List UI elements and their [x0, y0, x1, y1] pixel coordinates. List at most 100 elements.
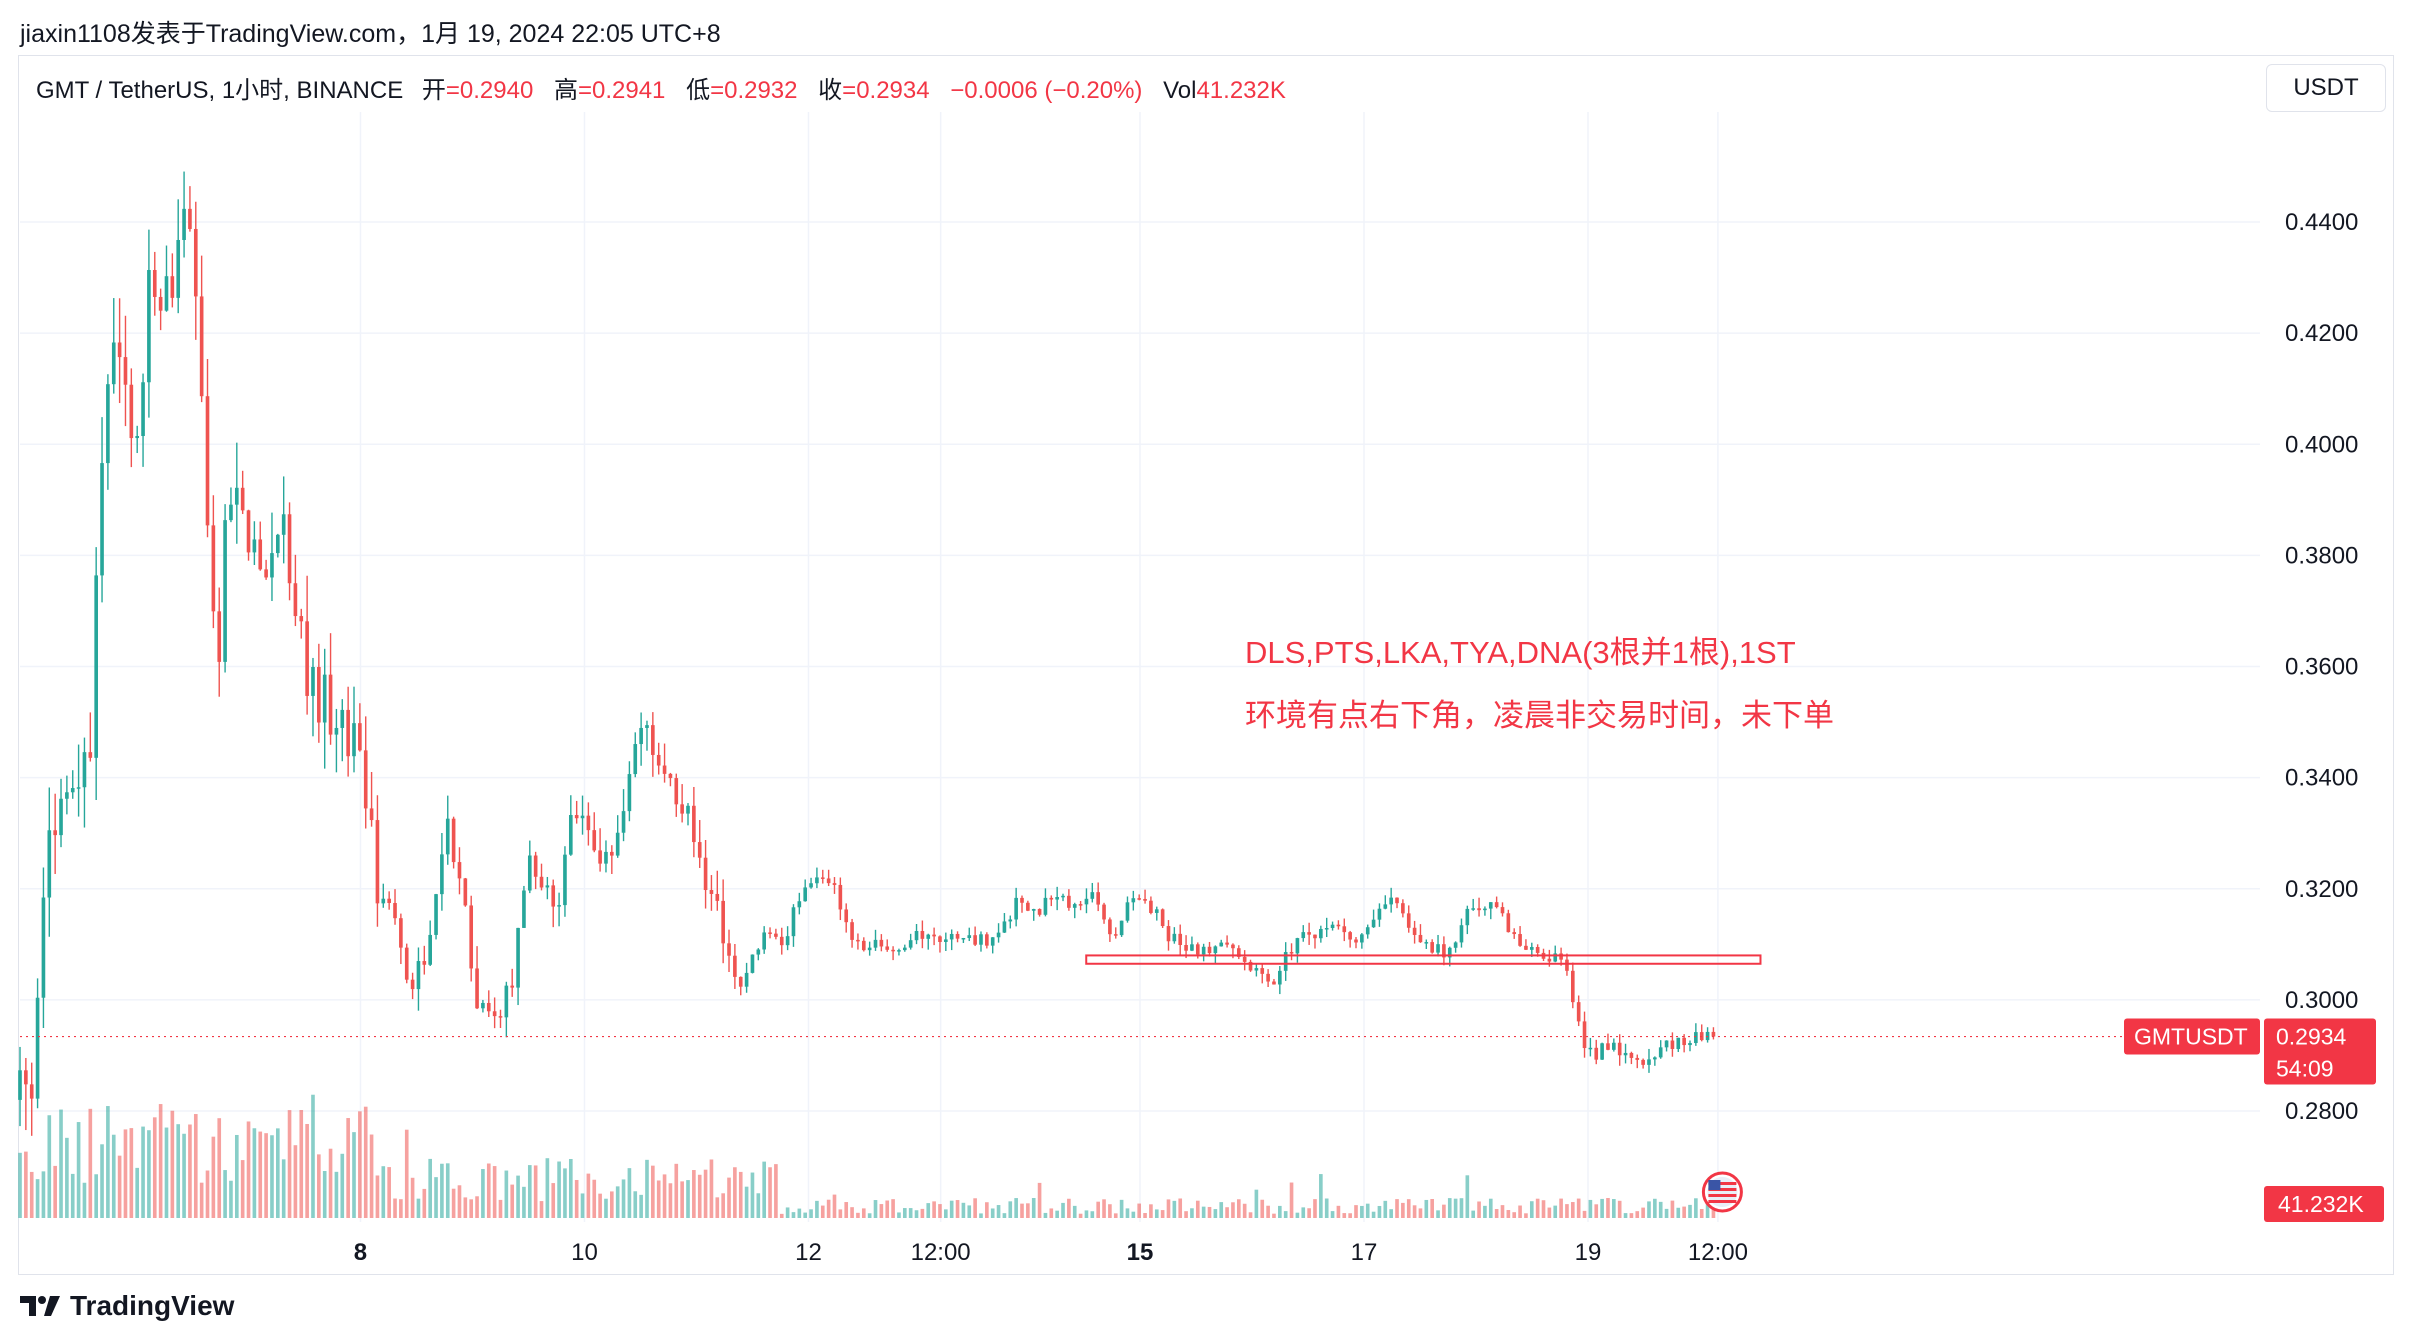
- volume-bar: [1149, 1204, 1153, 1218]
- volume-bar: [287, 1110, 292, 1218]
- candle-body: [803, 887, 808, 902]
- volume-bar: [715, 1197, 720, 1218]
- volume-bar: [170, 1110, 175, 1218]
- candle-body: [1031, 909, 1036, 911]
- candle-body: [457, 862, 462, 879]
- candle-body: [358, 723, 362, 751]
- candle-body: [791, 907, 796, 937]
- volume-bar: [451, 1188, 456, 1218]
- volume-bar: [891, 1199, 895, 1218]
- volume-bar: [856, 1212, 860, 1218]
- volume-bar: [791, 1212, 796, 1218]
- y-tick-label: 0.4000: [2285, 431, 2358, 458]
- volume-bar: [568, 1158, 573, 1218]
- volume-bar: [879, 1204, 884, 1218]
- symbol-badge: [2124, 1018, 2260, 1055]
- candle-body: [100, 463, 104, 576]
- volume-bar: [1272, 1213, 1276, 1218]
- change-value: −0.0006 (−0.20%): [950, 77, 1143, 104]
- volume-bar: [340, 1153, 345, 1218]
- volume-bar: [844, 1202, 849, 1218]
- candle-body: [1020, 897, 1024, 903]
- candle-body: [563, 854, 567, 906]
- candle-body: [668, 773, 673, 779]
- candle-body: [580, 815, 585, 819]
- candle-body: [317, 667, 321, 723]
- candle-body: [1324, 928, 1329, 930]
- volume-bar: [604, 1198, 608, 1218]
- volume-bar: [1658, 1201, 1663, 1218]
- candlesticks: [18, 171, 1716, 1136]
- volume-bar: [1582, 1210, 1587, 1218]
- symbol-label[interactable]: GMT / TetherUS, 1小时, BINANCE: [36, 77, 404, 104]
- candle-body: [1606, 1043, 1610, 1050]
- candle-body: [188, 208, 192, 229]
- volume-bar: [381, 1166, 386, 1218]
- volume-bar: [1547, 1207, 1552, 1218]
- candle-body: [117, 342, 122, 358]
- candle-body: [656, 754, 661, 766]
- candle-body: [1506, 913, 1511, 933]
- candle-body: [826, 878, 831, 884]
- candle-body: [680, 804, 684, 814]
- tradingview-brand[interactable]: TradingView: [20, 1290, 234, 1322]
- candle-body: [293, 583, 298, 617]
- candle-body: [1412, 927, 1417, 935]
- volume-bar: [1430, 1198, 1434, 1218]
- volume-bar: [70, 1173, 75, 1218]
- candle-body: [1594, 1047, 1599, 1060]
- volume-bar: [1477, 1201, 1481, 1218]
- candle-body: [129, 384, 134, 439]
- candle-body: [1313, 934, 1317, 939]
- volume-bar: [1207, 1206, 1212, 1218]
- volume-bar: [1418, 1208, 1423, 1218]
- volume-bar: [809, 1209, 813, 1218]
- volume-bar: [944, 1209, 948, 1218]
- candle-body: [1102, 904, 1106, 920]
- volume-bar: [580, 1193, 585, 1218]
- candle-body: [1084, 898, 1089, 905]
- candle-body: [1301, 932, 1306, 939]
- candle-body: [539, 876, 544, 888]
- volume-bar: [1494, 1209, 1499, 1218]
- candle-body: [35, 997, 40, 1099]
- volume-bar: [1254, 1189, 1259, 1218]
- volume-bar: [1688, 1204, 1692, 1218]
- candle-body: [1026, 902, 1030, 911]
- candle-body: [41, 897, 46, 998]
- volume-bar: [932, 1201, 936, 1218]
- volume-bar: [574, 1179, 579, 1218]
- y-tick-label: 0.3200: [2285, 876, 2358, 903]
- candle-body: [645, 725, 649, 728]
- candle-body: [1653, 1057, 1657, 1060]
- candle-body: [627, 774, 632, 812]
- candle-body: [885, 946, 890, 950]
- candle-body: [1694, 1032, 1698, 1044]
- candle-body: [1207, 946, 1212, 954]
- volume-bar: [1002, 1213, 1007, 1218]
- volume-bar: [229, 1180, 233, 1218]
- volume-bar: [1166, 1199, 1171, 1218]
- candle-body: [1471, 908, 1476, 910]
- currency-button[interactable]: USDT: [2266, 64, 2386, 112]
- volume-bar: [961, 1202, 966, 1218]
- volume-bar: [35, 1179, 40, 1218]
- candle-body: [709, 890, 714, 894]
- candle-body: [387, 898, 391, 903]
- x-tick-label: 10: [571, 1239, 598, 1266]
- candle-body: [65, 792, 69, 799]
- volume-bar: [756, 1193, 761, 1218]
- volume-bar: [246, 1121, 251, 1218]
- candle-body: [1248, 961, 1253, 971]
- volume-bar: [59, 1109, 63, 1218]
- candle-body: [973, 935, 977, 945]
- candle-body: [604, 851, 608, 864]
- volume-bar: [445, 1163, 450, 1218]
- volume-bar: [1067, 1198, 1071, 1218]
- volume-bar: [1588, 1199, 1593, 1218]
- volume-bar: [750, 1172, 755, 1218]
- publisher-line: jiaxin1108发表于TradingView.com，1月 19, 2024…: [20, 20, 721, 48]
- candle-body: [715, 893, 720, 901]
- candle-body: [70, 788, 75, 793]
